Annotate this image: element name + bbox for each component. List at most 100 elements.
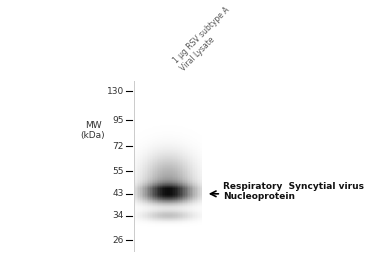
Bar [185,104,187,105]
Bar [178,99,180,100]
Bar [177,163,178,164]
Bar [157,140,158,141]
Bar [137,193,138,194]
Bar [158,245,160,246]
Bar [180,83,182,84]
Bar [187,96,188,97]
Bar [172,114,173,115]
Bar [197,212,198,213]
Bar [165,144,167,145]
Bar [153,131,155,132]
Bar [148,119,150,120]
Bar [168,219,170,220]
Bar [152,211,153,212]
Bar [183,160,185,161]
Bar [145,108,147,109]
Bar [143,94,145,95]
Bar [190,134,192,135]
Bar [140,101,142,102]
Bar [167,140,168,141]
Bar [160,188,162,189]
Bar [198,183,200,184]
Bar [150,160,152,161]
Bar [173,144,175,145]
Bar [177,192,178,193]
Bar [197,168,198,169]
Bar [163,197,165,198]
Bar [148,168,150,169]
Bar [152,151,153,152]
Bar [148,108,150,109]
Bar [185,192,187,193]
Bar [145,161,147,162]
Bar [200,246,202,247]
Bar [192,105,193,106]
Bar [195,182,197,183]
Bar [193,216,195,217]
Bar [197,237,198,238]
Bar [168,162,170,163]
Bar [152,125,153,126]
Bar [140,122,142,123]
Bar [185,228,187,229]
Bar [157,234,158,235]
Bar [195,130,197,131]
Bar [157,227,158,228]
Bar [197,229,198,230]
Bar [152,153,153,154]
Bar [193,233,195,234]
Bar [140,169,142,170]
Bar [190,243,192,244]
Bar [135,228,137,229]
Bar [137,133,138,134]
Bar [198,134,200,135]
Bar [147,222,148,223]
Bar [145,100,147,101]
Bar [167,154,168,155]
Bar [162,241,163,242]
Bar [165,209,167,210]
Bar [185,148,187,149]
Bar [142,81,143,82]
Bar [157,188,158,189]
Bar [168,104,170,105]
Bar [175,128,177,129]
Bar [188,89,190,90]
Bar [180,223,182,224]
Bar [197,176,198,177]
Bar [152,250,153,251]
Bar [187,136,188,137]
Bar [187,175,188,176]
Bar [142,193,143,194]
Bar [143,116,145,117]
Bar [173,218,175,219]
Bar [198,121,200,122]
Bar [147,129,148,130]
Bar [162,158,163,159]
Bar [197,249,198,250]
Bar [150,210,152,211]
Bar [187,221,188,222]
Bar [148,149,150,150]
Bar [180,180,182,181]
Bar [140,204,142,205]
Bar [195,212,197,213]
Bar [138,197,140,198]
Bar [175,226,177,227]
Bar [192,171,193,172]
Bar [160,172,162,173]
Bar [145,157,147,158]
Bar [187,179,188,180]
Bar [170,213,172,214]
Bar [137,110,138,111]
Bar [162,247,163,248]
Bar [170,216,172,217]
Bar [195,203,197,204]
Bar [158,82,160,83]
Bar [165,140,167,141]
Bar [175,148,177,149]
Bar [173,222,175,223]
Bar [162,142,163,143]
Bar [145,99,147,100]
Bar [193,241,195,242]
